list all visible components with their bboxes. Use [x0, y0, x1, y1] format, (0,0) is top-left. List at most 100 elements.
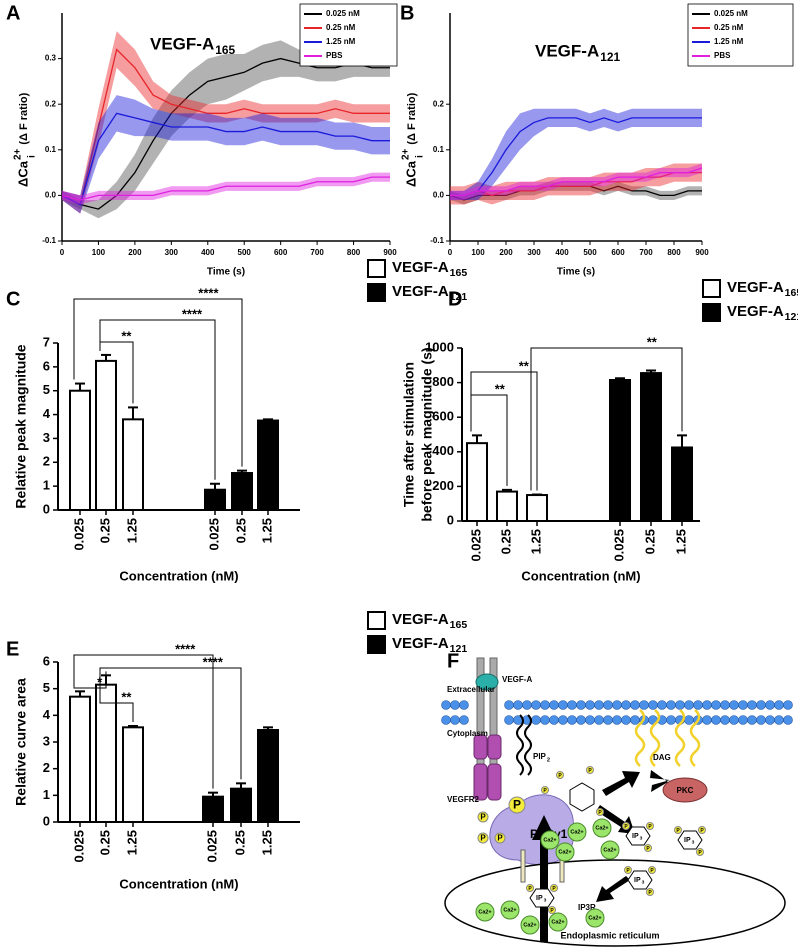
y-label-suffix: (Δ F ratio)	[406, 92, 418, 144]
lipid-head	[639, 700, 649, 710]
label-calcium: Ca2+	[478, 909, 491, 915]
legend-label-subscript: 121	[450, 643, 468, 655]
pip2-tail	[516, 714, 532, 776]
label-calcium: Ca2+	[603, 847, 616, 853]
calcium-ion	[555, 842, 575, 862]
error-band	[62, 31, 390, 214]
legend-swatch	[702, 303, 721, 322]
x-tick-label: 0.025	[204, 830, 219, 863]
calcium-ion	[548, 912, 568, 932]
lipid-head	[459, 700, 469, 710]
phospho-label: P	[480, 813, 486, 822]
label-calcium: Ca2+	[558, 849, 571, 855]
label-calcium: Ca2+	[570, 829, 583, 835]
pkc-shape	[662, 777, 708, 803]
arrow	[596, 876, 630, 902]
label-ip3-subscript: 3	[544, 898, 547, 904]
chart-title-subscript: 165	[215, 43, 235, 57]
lipid-head	[603, 700, 613, 710]
x-tick-label: 1.25	[124, 830, 139, 855]
bar	[496, 490, 518, 522]
panel-label: E	[6, 638, 19, 660]
y-tick-label: 0.1	[45, 145, 57, 154]
x-tick-label: 600	[274, 248, 288, 257]
y-tick-label: -0.1	[42, 236, 56, 245]
series-line	[61, 48, 390, 206]
legend-label-subscript: 121	[785, 311, 798, 323]
phospho-circle	[477, 832, 489, 844]
y-tick-label: 2	[43, 760, 50, 775]
lipid-head	[504, 700, 514, 710]
y-label-superscript: 2+	[401, 148, 412, 160]
phospho-label: P	[558, 773, 562, 779]
x-tick-label: 200	[499, 248, 513, 257]
phospho-circle	[526, 884, 534, 892]
legend-label-subscript: 165	[450, 267, 468, 279]
error-band	[62, 172, 390, 205]
error-band	[62, 40, 390, 219]
lipid-head	[621, 700, 631, 710]
phospho-label: P	[588, 768, 592, 774]
lipid-head	[747, 700, 757, 710]
y-tick-label: 2	[43, 454, 50, 469]
label-calcium: Ca2+	[595, 825, 608, 831]
arrow	[650, 770, 670, 792]
legend-label: 0.25 nM	[714, 23, 744, 32]
panel-label: A	[6, 2, 20, 24]
label-calcium: Ca2+	[551, 919, 564, 925]
ip3r-channel	[520, 849, 526, 883]
arrow	[532, 815, 556, 942]
phospho-label: P	[598, 810, 602, 816]
phospho-circle	[646, 888, 654, 896]
label-ip3-subscript: 3	[692, 840, 695, 846]
phospho-circle	[624, 866, 632, 874]
significance-bracket	[99, 319, 216, 480]
lipid-head	[720, 715, 730, 725]
error-band	[450, 163, 702, 205]
calcium-ion	[600, 840, 620, 860]
panel-label: B	[400, 2, 414, 24]
bar	[466, 442, 488, 522]
legend-label-subscript: 165	[450, 619, 468, 631]
phospho-label: P	[698, 850, 702, 856]
lipid-head	[711, 700, 721, 710]
x-tick-label: 1.25	[124, 518, 139, 543]
lipid-head	[774, 700, 784, 710]
lipid-head	[684, 700, 694, 710]
phospho-label: P	[700, 828, 704, 834]
lipid-head	[711, 715, 721, 725]
lipid-head	[540, 715, 550, 725]
lipid-head	[630, 700, 640, 710]
phospho-circle	[586, 766, 594, 774]
ligand-shape	[475, 673, 499, 691]
legend-label: 0.025 nM	[326, 9, 360, 18]
lipid-head	[657, 700, 667, 710]
x-axis-label: Concentration (nM)	[119, 568, 238, 583]
panel-label: C	[6, 288, 20, 310]
phospho-circle	[556, 771, 564, 779]
label-pip-subscript: 2	[547, 757, 550, 763]
lipid-head	[738, 715, 748, 725]
significance-label: ****	[198, 285, 219, 300]
x-tick-label: 300	[165, 248, 179, 257]
bar	[122, 726, 144, 823]
lipid-head	[594, 700, 604, 710]
significance-bracket	[99, 341, 134, 404]
bar	[122, 418, 144, 512]
y-tick-label: 6	[43, 358, 50, 373]
bar	[95, 359, 117, 511]
error-band	[62, 95, 390, 214]
y-tick-label: 600	[432, 409, 454, 424]
legend-label: 0.25 nM	[326, 23, 356, 32]
y-tick-label: 1	[43, 787, 50, 802]
y-label-subscript: i	[27, 155, 38, 158]
phospho-circle	[494, 832, 506, 844]
phospho-label: P	[648, 824, 652, 830]
x-tick-label: 800	[347, 248, 361, 257]
arrow	[602, 771, 640, 796]
y-tick-label: -0.1	[430, 236, 444, 245]
y-tick-label: 800	[432, 374, 454, 389]
significance-bracket	[530, 347, 683, 491]
x-axis-label: Time (s)	[207, 267, 245, 278]
y-label-suffix: (Δ F ratio)	[18, 92, 30, 144]
